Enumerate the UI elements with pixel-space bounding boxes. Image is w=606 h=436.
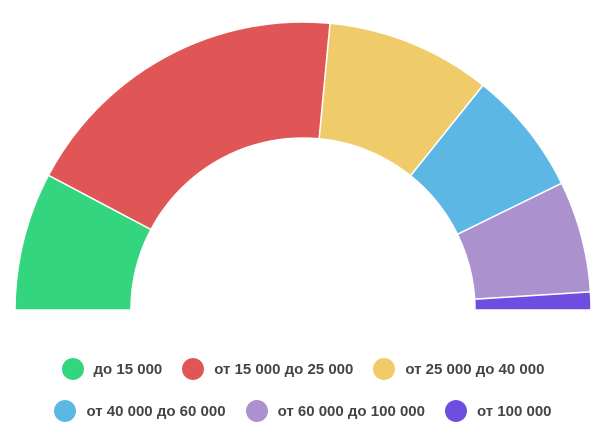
legend-swatch-2 [373, 358, 396, 380]
legend-label-2: от 25 000 до 40 000 [405, 360, 545, 378]
legend-item-3[interactable]: от 40 000 до 60 000 [54, 400, 226, 422]
legend-item-1[interactable]: от 15 000 до 25 000 [182, 358, 353, 380]
legend-row-1: до 15 000 от 15 000 до 25 000 от 25 000 … [0, 358, 606, 380]
legend-swatch-3 [54, 400, 77, 422]
legend-swatch-0 [61, 358, 84, 380]
legend-item-4[interactable]: от 60 000 до 100 000 [245, 400, 425, 422]
semi-donut-chart [14, 21, 592, 311]
legend-label-4: от 60 000 до 100 000 [277, 402, 425, 420]
chart-slice-5[interactable] [473, 291, 592, 311]
legend-swatch-1 [182, 358, 205, 380]
legend-label-3: от 40 000 до 60 000 [86, 402, 226, 420]
legend-row-2: от 40 000 до 60 000 от 60 000 до 100 000… [0, 400, 606, 422]
legend-swatch-4 [245, 400, 268, 422]
legend-label-0: до 15 000 [93, 360, 163, 378]
legend-item-5[interactable]: от 100 000 [444, 400, 552, 422]
chart-slice-1[interactable] [47, 21, 331, 231]
legend-label-5: от 100 000 [476, 402, 552, 420]
legend-item-2[interactable]: от 25 000 до 40 000 [373, 358, 544, 380]
legend-label-1: от 15 000 до 25 000 [214, 360, 354, 378]
legend-swatch-5 [444, 400, 467, 422]
legend-item-0[interactable]: до 15 000 [61, 358, 163, 380]
